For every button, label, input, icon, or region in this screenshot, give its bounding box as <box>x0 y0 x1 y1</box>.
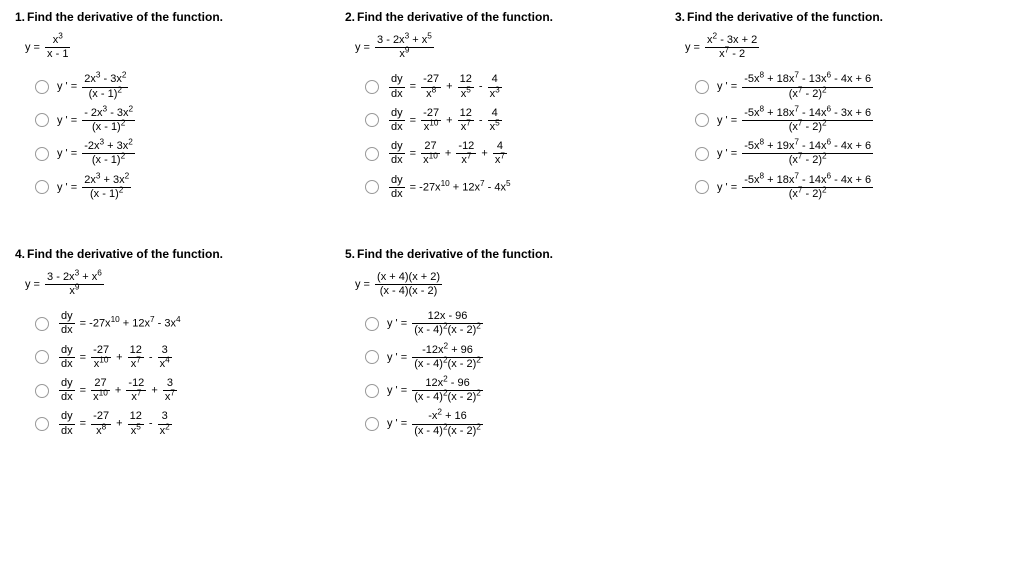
choice-text: y ' = 2x3 + 3x2(x - 1)2 <box>57 174 133 201</box>
radio-icon <box>365 80 379 94</box>
radio-icon <box>35 317 49 331</box>
choice[interactable]: dydx = -27x8 + 12x5 - 4x3 <box>365 73 625 100</box>
choice-text: y ' = -12x2 + 96(x - 4)2(x - 2)2 <box>387 344 485 371</box>
radio-icon <box>695 180 709 194</box>
choice[interactable]: dydx = -27x10 + 12x7 - 4x5 <box>365 174 625 201</box>
choice[interactable]: dydx = 27x10 + -12x7 + 4x7 <box>365 140 625 167</box>
choice-text: y ' = 12x - 96(x - 4)2(x - 2)2 <box>387 310 485 337</box>
choice-text: dydx = -27x10 + 12x7 - 3x4 <box>57 310 181 337</box>
problem-title: 1.Find the derivative of the function. <box>15 10 295 24</box>
choice[interactable]: dydx = -27x10 + 12x7 - 3x4 <box>35 310 295 337</box>
radio-icon <box>35 113 49 127</box>
choice[interactable]: y ' = -5x8 + 18x7 - 14x6 - 3x + 6(x7 - 2… <box>695 107 955 134</box>
choice[interactable]: y ' = 2x3 + 3x2(x - 1)2 <box>35 174 295 201</box>
choice-text: y ' = -5x8 + 18x7 - 14x6 - 4x + 6(x7 - 2… <box>717 174 875 201</box>
function: y = x3x - 1 <box>25 34 295 61</box>
radio-icon <box>365 417 379 431</box>
problem: 4.Find the derivative of the function. y… <box>15 247 295 444</box>
radio-icon <box>365 384 379 398</box>
radio-icon <box>35 384 49 398</box>
choice-text: dydx = -27x10 + 12x7 - 4x5 <box>387 174 511 201</box>
choice-text: dydx = 27x10 + -12x7 + 4x7 <box>387 140 509 167</box>
function: y = 3 - 2x3 + x6x9 <box>25 271 295 298</box>
radio-icon <box>35 417 49 431</box>
choice[interactable]: dydx = -27x8 + 12x5 - 3x2 <box>35 410 295 437</box>
problem: 5.Find the derivative of the function. y… <box>345 247 625 444</box>
problem: 2.Find the derivative of the function. y… <box>345 10 625 207</box>
choice[interactable]: y ' = -x2 + 16(x - 4)2(x - 2)2 <box>365 410 625 437</box>
problem: 3.Find the derivative of the function. y… <box>675 10 955 207</box>
choice-text: y ' = -5x8 + 18x7 - 13x6 - 4x + 6(x7 - 2… <box>717 73 875 100</box>
choice-text: y ' = -x2 + 16(x - 4)2(x - 2)2 <box>387 410 485 437</box>
radio-icon <box>365 180 379 194</box>
choice[interactable]: y ' = -5x8 + 18x7 - 13x6 - 4x + 6(x7 - 2… <box>695 73 955 100</box>
radio-icon <box>35 350 49 364</box>
radio-icon <box>35 180 49 194</box>
choice-text: y ' = - 2x3 - 3x2(x - 1)2 <box>57 107 137 134</box>
choice[interactable]: dydx = -27x10 + 12x7 - 3x4 <box>35 344 295 371</box>
radio-icon <box>365 317 379 331</box>
choice-text: y ' = -2x3 + 3x2(x - 1)2 <box>57 140 137 167</box>
choice-text: y ' = -5x8 + 19x7 - 14x6 - 4x + 6(x7 - 2… <box>717 140 875 167</box>
choice-text: y ' = 12x2 - 96(x - 4)2(x - 2)2 <box>387 377 485 404</box>
choice[interactable]: y ' = 12x - 96(x - 4)2(x - 2)2 <box>365 310 625 337</box>
problem-title: 2.Find the derivative of the function. <box>345 10 625 24</box>
radio-icon <box>365 147 379 161</box>
problem-title: 5.Find the derivative of the function. <box>345 247 625 261</box>
choice[interactable]: y ' = -12x2 + 96(x - 4)2(x - 2)2 <box>365 344 625 371</box>
choice[interactable]: y ' = -2x3 + 3x2(x - 1)2 <box>35 140 295 167</box>
choice[interactable]: y ' = - 2x3 - 3x2(x - 1)2 <box>35 107 295 134</box>
radio-icon <box>365 113 379 127</box>
choice-text: dydx = -27x8 + 12x5 - 4x3 <box>387 73 504 100</box>
row-1: 1.Find the derivative of the function. y… <box>15 10 1009 207</box>
function: y = (x + 4)(x + 2)(x - 4)(x - 2) <box>355 271 625 298</box>
row-2: 4.Find the derivative of the function. y… <box>15 247 1009 444</box>
radio-icon <box>695 80 709 94</box>
radio-icon <box>35 147 49 161</box>
choice-text: dydx = -27x8 + 12x5 - 3x2 <box>57 410 174 437</box>
radio-icon <box>695 147 709 161</box>
choice[interactable]: dydx = 27x10 + -12x7 + 3x7 <box>35 377 295 404</box>
choice[interactable]: y ' = 12x2 - 96(x - 4)2(x - 2)2 <box>365 377 625 404</box>
choice[interactable]: dydx = -27x10 + 12x7 - 4x5 <box>365 107 625 134</box>
problem: 1.Find the derivative of the function. y… <box>15 10 295 207</box>
radio-icon <box>35 80 49 94</box>
choice[interactable]: y ' = -5x8 + 18x7 - 14x6 - 4x + 6(x7 - 2… <box>695 174 955 201</box>
radio-icon <box>695 113 709 127</box>
choice[interactable]: y ' = -5x8 + 19x7 - 14x6 - 4x + 6(x7 - 2… <box>695 140 955 167</box>
choice-text: dydx = -27x10 + 12x7 - 4x5 <box>387 107 504 134</box>
choice-text: dydx = 27x10 + -12x7 + 3x7 <box>57 377 179 404</box>
choice-text: dydx = -27x10 + 12x7 - 3x4 <box>57 344 174 371</box>
problem-title: 3.Find the derivative of the function. <box>675 10 955 24</box>
problem-title: 4.Find the derivative of the function. <box>15 247 295 261</box>
function: y = 3 - 2x3 + x5x9 <box>355 34 625 61</box>
choice-text: y ' = -5x8 + 18x7 - 14x6 - 3x + 6(x7 - 2… <box>717 107 875 134</box>
radio-icon <box>365 350 379 364</box>
choice-text: y ' = 2x3 - 3x2(x - 1)2 <box>57 73 130 100</box>
function: y = x2 - 3x + 2x7 - 2 <box>685 34 955 61</box>
choice[interactable]: y ' = 2x3 - 3x2(x - 1)2 <box>35 73 295 100</box>
